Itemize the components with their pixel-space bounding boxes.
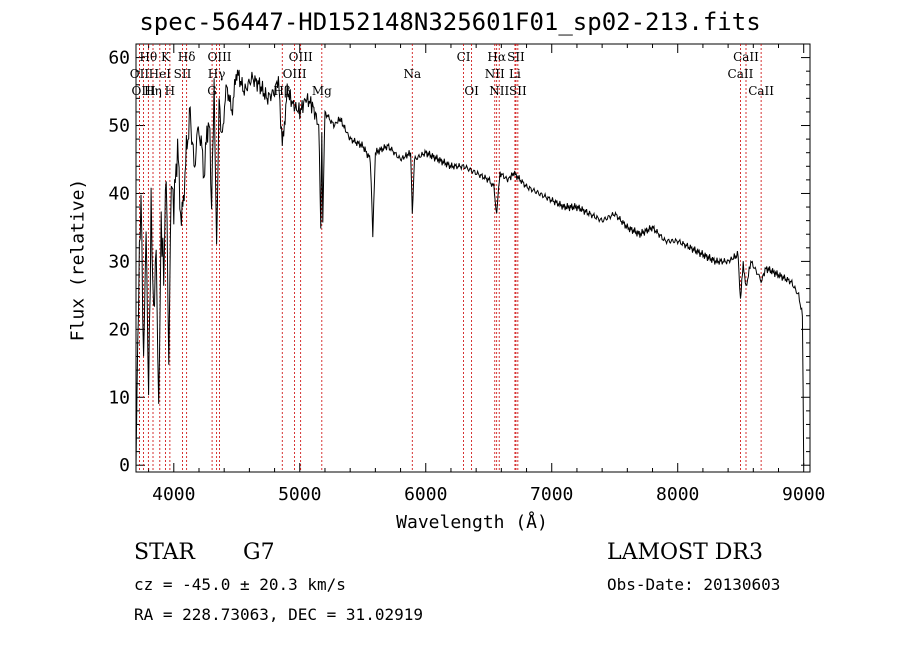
line-label: Na [403,67,421,81]
line-label: H [165,84,175,98]
line-label: OIII [207,50,231,64]
line-label: Hη [144,84,162,98]
line-label: Hβ [274,84,291,98]
line-label: CaII [748,84,774,98]
line-label: OII [130,67,150,81]
line-label: OI [464,84,479,98]
chart-title: spec-56447-HD152148N325601F01_sp02-213.f… [139,8,761,36]
x-tick-label: 4000 [152,484,195,505]
line-label: CaII [733,50,759,64]
x-tick-label: 5000 [278,484,321,505]
line-label: SII [509,84,527,98]
plot-frame [135,43,811,473]
y-tick-label: 20 [108,319,130,340]
line-label: Hδ [178,50,196,64]
line-label: Li [509,67,521,81]
obs-date: Obs-Date: 20130603 [607,575,781,594]
line-label: Hθ [139,50,157,64]
x-axis-label: Wavelength (Å) [396,512,548,533]
line-label: G [207,84,217,98]
y-tick-label: 30 [108,251,130,272]
subclass: G7 [243,540,275,565]
line-label: CI [457,50,471,64]
object-class: STAR [134,540,195,565]
x-tick-label: 9000 [782,484,825,505]
y-tick-label: 60 [108,48,130,69]
line-label: Hγ [208,67,226,81]
line-label: NII [489,84,509,98]
line-label: K [161,50,171,64]
line-label: Mg [312,84,332,98]
y-tick-label: 50 [108,116,130,137]
x-tick-label: 8000 [656,484,699,505]
x-tick-label: 6000 [404,484,447,505]
redshift-cz: cz = -45.0 ± 20.3 km/s [134,575,346,594]
line-label: OIII [289,50,313,64]
y-tick-label: 10 [108,387,130,408]
y-axis-label: Flux (relative) [67,178,89,342]
line-label: SII [507,50,525,64]
survey-name: LAMOST DR3 [607,540,763,565]
coordinates: RA = 228.73063, DEC = 31.02919 [134,605,423,624]
y-tick-label: 0 [119,455,130,476]
line-label: HeI [149,67,172,81]
line-label: Hα [487,50,506,64]
line-label: NII [485,67,505,81]
line-label: OIII [132,84,156,98]
spectrum-series [135,69,805,469]
line-label: OIII [283,67,307,81]
x-tick-label: 7000 [530,484,573,505]
line-label: CaII [728,67,754,81]
line-label: SII [174,67,192,81]
y-tick-label: 40 [108,183,130,204]
